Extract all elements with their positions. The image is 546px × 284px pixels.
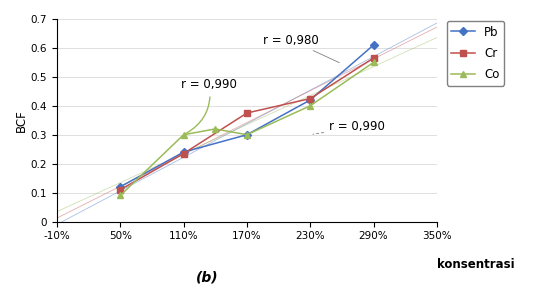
Co [212,127,218,131]
Legend: Pb, Cr, Co: Pb, Cr, Co [447,21,505,86]
Co [117,194,123,197]
Pb [244,133,250,136]
Y-axis label: BCF: BCF [15,109,28,132]
Cr [117,188,123,191]
Text: r = 0,980: r = 0,980 [263,34,339,63]
Pb [117,185,123,189]
Text: (b): (b) [196,270,219,284]
Co [370,61,377,64]
Co [307,104,313,108]
Cr [370,56,377,60]
Cr [180,152,187,155]
Line: Co: Co [117,59,377,199]
Text: r = 0,990: r = 0,990 [313,120,385,134]
Cr [244,111,250,115]
Pb [370,43,377,47]
Line: Cr: Cr [117,55,377,193]
Cr [307,97,313,100]
Co [244,133,250,136]
Pb [307,98,313,102]
Co [180,133,187,136]
Text: konsentrasi: konsentrasi [437,258,514,271]
Line: Pb: Pb [117,42,377,190]
Pb [180,151,187,154]
Text: r = 0,990: r = 0,990 [181,78,238,133]
